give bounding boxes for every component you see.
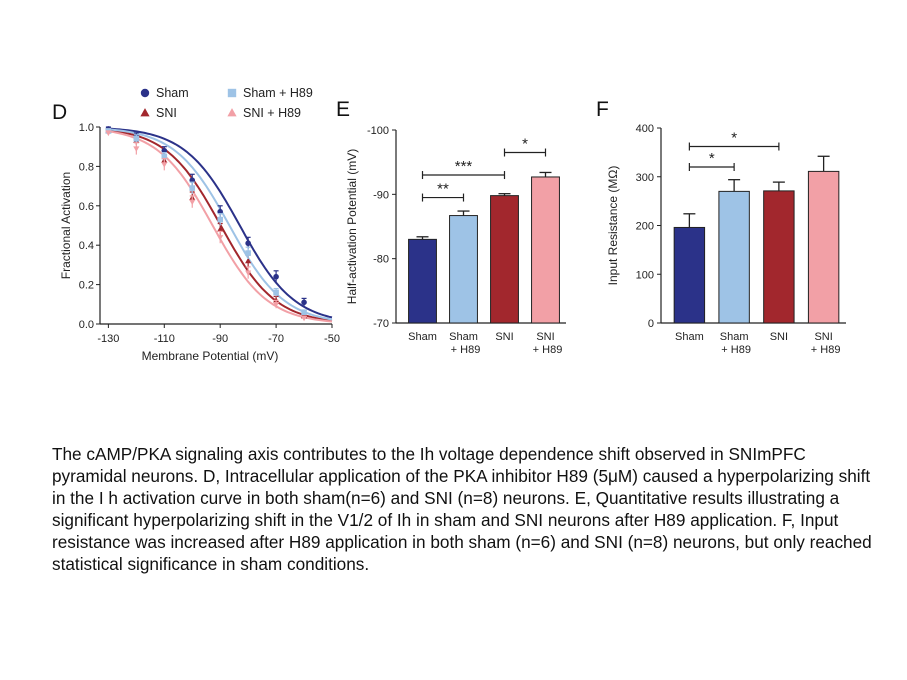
legend-marker-sham-h89 [227,88,237,98]
panel-f-sig-label-1: * [709,150,715,167]
panel-d-plot-area: 0.0 0.2 0.4 0.6 0.8 1.0 -130 -110 -90 -70 -50 Membr… [59,122,340,363]
legend-label-sni-h89: SNI + H89 [243,106,301,120]
panel-d-point-sni [217,226,224,232]
panel-f-category-label-4: + H89 [811,344,841,356]
panel-f-bar-2 [718,190,750,324]
panel-d-point-sni-h89 [300,315,308,322]
panel-e-y-axis-label: Half-activation Potential (mV) [345,149,359,304]
panel-d-point-sham [301,299,307,306]
panel-e-y-tick-label: -100 [367,125,389,137]
panel-e-category-label-2: Sham [449,331,478,343]
panel-e-category-label-4: SNI [536,331,554,343]
panel-d-y-tick-label: 0.8 [79,161,94,173]
panel-e-category-label-4: + H89 [533,344,563,356]
panel-f-bar-1 [673,226,706,324]
panel-e-letter: E [336,98,350,121]
panel-d-x-tick-label: -130 [97,333,119,345]
panel-f-y-tick-label: 400 [636,123,654,135]
panel-d-point-sni-h89 [245,270,252,276]
panel-d-point-sham-h89 [133,136,140,142]
panel-f-sig-label-2: * [731,130,737,147]
panel-f-bar-3 [763,190,795,324]
panel-d-point-sni-h89 [189,199,196,206]
panel-f-letter: F [596,98,609,121]
panel-f-plot-area: 0 100 200 300 400 Input Resistance (MΩ) Sham Sh… [606,123,846,356]
panel-e-bar-4 [531,176,560,324]
panel-d-point-sham-h89 [301,309,307,315]
panel-f-category-label-3: SNI [770,331,788,343]
panel-d-x-tick-label: -110 [154,333,175,345]
panel-d-point-sni-h89 [273,302,280,308]
panel-e-sig-label-2: *** [455,158,473,175]
panel-d-point-sni-h89 [105,130,112,137]
panel-d-point-sni-h89 [217,235,224,241]
panel-f-y-axis-label: Input Resistance (MΩ) [606,166,620,286]
panel-f-category-label-1: Sham [675,331,704,343]
panel-d-point-sham-h89 [161,153,168,160]
panel-e-category-label-1: Sham [408,331,437,343]
panel-d-y-tick-label: 0.6 [79,201,94,213]
panel-d-letter: D [52,101,67,124]
panel-d-point-sham [273,273,279,280]
panel-e-category-label-3: SNI [495,331,513,343]
panel-e-plot-area: -70 -80 -90 -100 Half-activation Potential (… [345,125,566,356]
panel-f-y-tick-label: 100 [636,269,654,281]
legend-label-sham-h89: Sham + H89 [243,86,313,100]
panel-d-y-tick-label: 1.0 [79,122,94,134]
panel-e-sig-label-1: ** [437,181,449,198]
panel-d-point-sham [245,240,251,247]
panel-e-y-tick-label: -70 [373,318,389,330]
panel-f-category-label-2: + H89 [721,344,751,356]
panel-d-point-sni [245,257,252,264]
panel-d-y-tick-label: 0.4 [79,240,94,252]
panel-f-y-tick-label: 300 [636,172,654,184]
panel-e-bar-3 [490,195,519,324]
panel-d-point-sni-h89 [133,146,140,152]
panel-f-y-tick-label: 0 [648,318,654,330]
panel-d-y-tick-label: 0.0 [79,319,94,331]
panel-d-legend: Sham Sham + H89 SNI SNI + H89 [140,86,313,120]
panel-d-fit-line-sham [108,127,333,319]
panel-e-category-label-2: + H89 [451,344,481,356]
panel-d-point-sham-h89 [245,250,251,256]
legend-marker-sni [140,108,150,117]
panel-e-sig-label-3: * [522,136,528,153]
panel-f-input-resistance-chart: F 0 100 200 300 400 Input Resistance (MΩ) Sham… [596,98,846,356]
panel-f-category-label-4: SNI [814,331,832,343]
panel-d-point-sham-h89 [189,185,196,191]
panel-d-x-tick-label: -90 [212,333,228,345]
legend-marker-sham [140,88,150,98]
panel-d-y-axis-label: Fractional Activation [59,172,73,279]
panel-d-x-tick-label: -50 [324,333,340,345]
panel-e-half-activation-chart: E -70 -80 -90 -100 Half-activation Potential… [336,98,566,356]
panel-d-x-tick-label: -70 [268,333,284,345]
panel-f-category-label-2: Sham [720,331,749,343]
panel-e-bar-2 [449,215,478,324]
figure-caption: The cAMP/PKA signaling axis contributes … [52,444,872,575]
panel-d-point-sham-h89 [217,216,223,223]
panel-e-bar-1 [408,238,437,324]
legend-label-sni: SNI [156,106,177,120]
panel-d-x-axis-label: Membrane Potential (mV) [142,349,279,363]
panel-d-point-sni-h89 [161,162,168,168]
panel-d-point-sham-h89 [273,289,279,296]
panel-d-y-tick-label: 0.2 [79,280,94,292]
panel-e-y-tick-label: -80 [373,254,389,266]
panel-e-y-tick-label: -90 [373,189,389,201]
panel-f-y-tick-label: 200 [636,221,654,233]
panel-f-bar-4 [807,170,840,324]
legend-label-sham: Sham [156,86,189,100]
legend-marker-sni-h89 [227,108,237,117]
